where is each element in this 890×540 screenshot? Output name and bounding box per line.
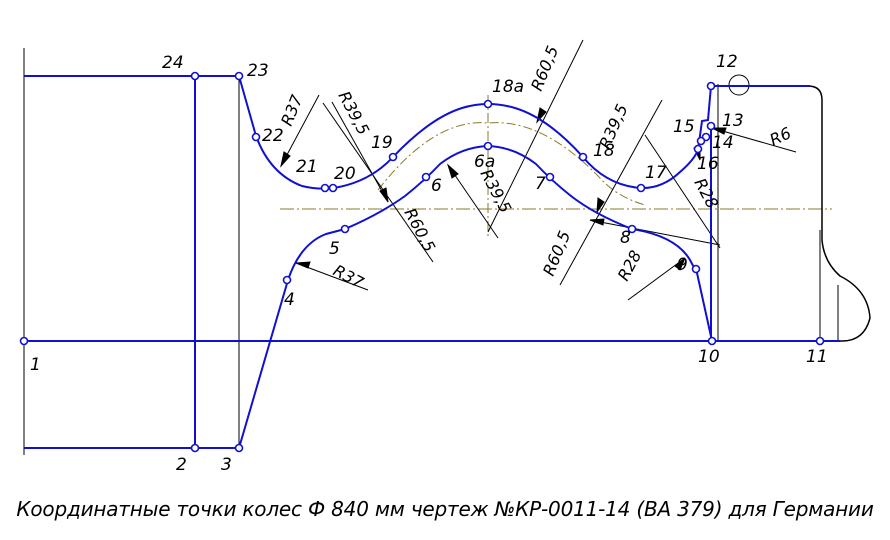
point-label-18a: 18а <box>492 77 524 97</box>
point-labels: 1 2 3 4 5 6 6а 7 8 9 10 11 12 13 14 15 1… <box>30 52 828 475</box>
point-label-1: 1 <box>30 355 41 375</box>
point-label-14: 14 <box>712 133 734 153</box>
point-3-marker <box>234 443 244 453</box>
rim-outline <box>807 85 871 342</box>
dim-label-r28-top: R28 <box>690 175 722 212</box>
point-8-marker <box>627 224 637 234</box>
leader-r605-top <box>322 102 434 263</box>
point-markers <box>19 71 825 453</box>
point-7-marker <box>545 172 555 182</box>
point-6a-marker <box>483 141 493 151</box>
point-22-marker <box>251 132 261 142</box>
leader-r605-bottom <box>589 219 721 246</box>
arrow-r37-top <box>280 151 291 168</box>
point-2-marker <box>190 443 200 453</box>
point-23-marker <box>234 71 244 81</box>
arrow-r37-bottom <box>295 261 311 269</box>
dim-label-r605-top: R60,5 <box>400 205 439 255</box>
point-17-marker <box>636 183 646 193</box>
point-label-7: 7 <box>535 174 546 194</box>
point-18-marker <box>578 152 588 162</box>
leader-r395-center <box>447 164 499 239</box>
construction-lines <box>23 39 871 455</box>
dim-label-r395-top: R39,5 <box>334 88 373 138</box>
point-label-19: 19 <box>371 133 393 153</box>
point-15-marker <box>696 136 706 146</box>
point-label-22: 22 <box>262 126 284 146</box>
leader-r28-top <box>644 134 721 249</box>
dim-label-r395-right: R39,5 <box>595 101 631 151</box>
arrow-r6 <box>711 127 727 135</box>
point-label-13: 13 <box>722 111 744 131</box>
arrow-r28-bottom <box>674 257 686 271</box>
arrow-r395-top <box>379 187 389 203</box>
point-label-16: 16 <box>697 154 719 174</box>
point-13-marker <box>706 121 716 131</box>
leader-r395-top <box>331 101 389 203</box>
point-21-marker <box>320 183 330 193</box>
point-4-marker <box>282 275 292 285</box>
point-12-marker <box>706 81 716 91</box>
point-10-marker <box>707 336 717 346</box>
point-1-marker <box>19 336 29 346</box>
point-label-6: 6 <box>431 176 442 196</box>
dim-label-r6: R6 <box>767 123 794 149</box>
point-label-4: 4 <box>284 290 295 310</box>
leader-r605-mid <box>487 39 584 233</box>
leader-r395-right <box>559 99 663 286</box>
point-20-marker <box>328 183 338 193</box>
dim-label-r37-top: R37 <box>277 91 307 128</box>
leader-r6 <box>711 127 797 153</box>
upper-flange-contour <box>238 75 810 190</box>
point-label-3: 3 <box>221 455 232 475</box>
point-label-5: 5 <box>329 239 340 259</box>
dim-label-r605-mid: R60,5 <box>527 43 562 93</box>
point-label-6a: 6а <box>474 152 495 172</box>
point-label-9: 9 <box>677 255 688 275</box>
point-label-21: 21 <box>296 157 318 177</box>
drawing-caption: Координатные точки колес Ф 840 мм чертеж… <box>16 497 874 521</box>
point-label-20: 20 <box>334 164 356 184</box>
arrow-r605-bottom <box>589 218 605 226</box>
point-label-2: 2 <box>176 455 187 475</box>
dim-label-r605-bottom: R60,5 <box>539 228 574 278</box>
point-9-marker <box>691 264 701 274</box>
point-label-17: 17 <box>645 163 667 183</box>
point-5-marker <box>340 224 350 234</box>
arrow-r395-center <box>446 163 459 179</box>
point-label-10: 10 <box>698 347 720 367</box>
point-19-marker <box>388 152 398 162</box>
point-label-15: 15 <box>673 117 695 137</box>
point-label-11: 11 <box>806 347 828 367</box>
point-18a-marker <box>483 99 493 109</box>
point-16-marker <box>693 144 703 154</box>
point-label-18: 18 <box>593 141 615 161</box>
point-label-23: 23 <box>247 61 269 81</box>
point-24-marker <box>190 71 200 81</box>
point-label-24: 24 <box>162 53 184 73</box>
point-11-marker <box>815 336 825 346</box>
point-label-12: 12 <box>716 52 738 72</box>
arrow-r395-right <box>596 197 605 214</box>
point-6-marker <box>421 172 431 182</box>
point-label-8: 8 <box>620 228 631 248</box>
dim-label-r28-bottom: R28 <box>614 247 646 284</box>
